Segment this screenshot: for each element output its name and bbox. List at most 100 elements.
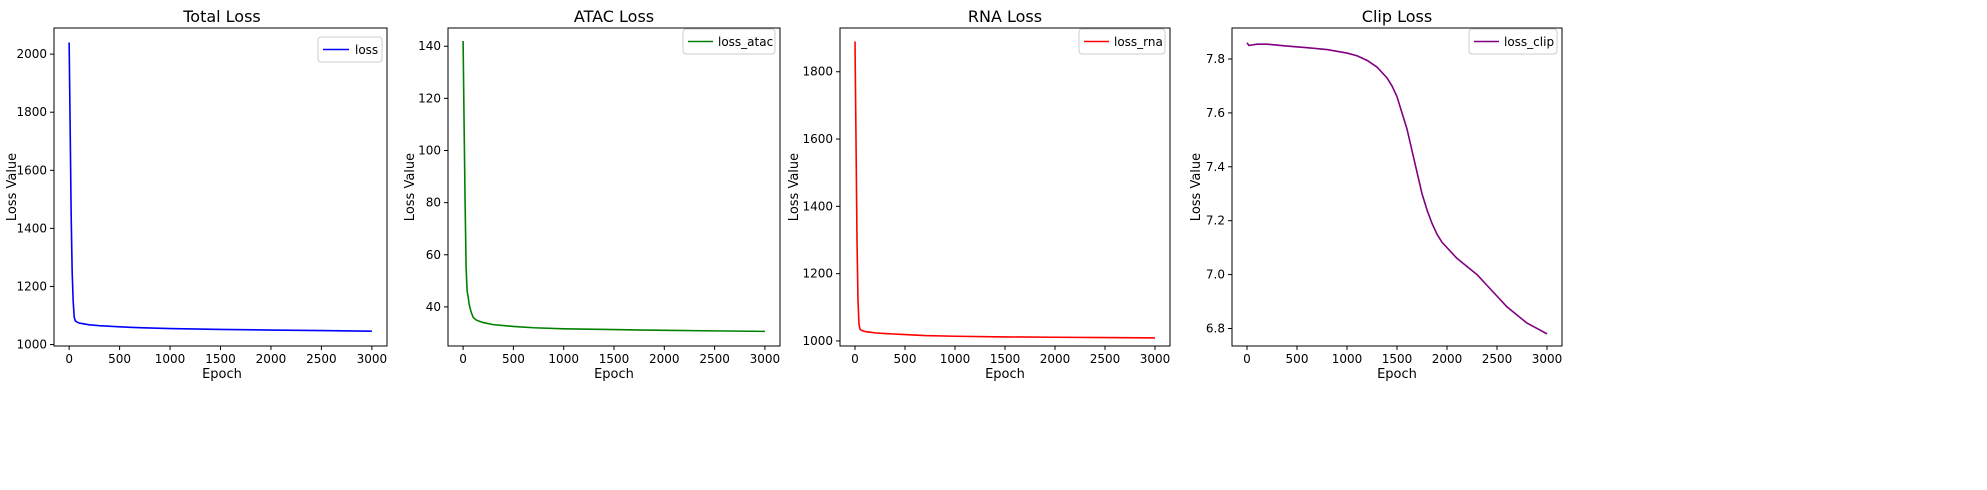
x-tick-label: 2500 [306, 352, 337, 366]
y-ticks: 40 60 80 100 120 140 [418, 39, 448, 314]
panel-total-loss: Total Loss 0 500 1000 1500 2000 2500 3000 1000… [5, 7, 388, 382]
x-tick-label: 3000 [357, 352, 388, 366]
x-tick-label: 2000 [1040, 352, 1071, 366]
series-lines [854, 41, 1156, 339]
y-tick-label: 120 [418, 91, 441, 105]
chart-title: RNA Loss [968, 7, 1042, 26]
x-tick-label: 1500 [1382, 352, 1413, 366]
y-tick-label: 2000 [16, 47, 47, 61]
y-tick-label: 1200 [16, 279, 47, 293]
y-tick-label: 1600 [16, 163, 47, 177]
y-axis-label: Loss Value [403, 153, 418, 221]
y-axis-label: Loss Value [787, 153, 802, 221]
series-lines [1246, 42, 1548, 335]
y-axis-label: Loss Value [5, 153, 20, 221]
y-axis-label: Loss Value [1189, 153, 1204, 221]
x-tick-label: 2000 [1432, 352, 1463, 366]
legend-box [1078, 28, 1166, 55]
y-tick-label: 7.0 [1206, 268, 1225, 282]
x-ticks: 0 500 1000 1500 2000 2500 3000 [459, 346, 780, 366]
series-line-loss [68, 42, 372, 332]
y-tick-label: 1200 [802, 267, 833, 281]
plot-area: 0 500 1000 1500 2000 2500 3000 1000 1200 1400 160… [802, 27, 1171, 366]
x-axis-label: Epoch [985, 367, 1025, 382]
y-tick-label: 1800 [16, 105, 47, 119]
x-tick-label: 1000 [1332, 352, 1363, 366]
y-tick-label: 6.8 [1206, 321, 1225, 335]
axes-frame [447, 27, 781, 347]
legend-box [317, 36, 383, 63]
series-line-loss-rna [854, 41, 1156, 339]
x-tick-label: 1000 [548, 352, 579, 366]
x-tick-label: 2500 [699, 352, 730, 366]
panel-clip-loss: Clip Loss 0 500 1000 1500 2000 2500 3000 6.8 7.… [1189, 7, 1563, 382]
legend: loss [317, 36, 383, 63]
x-tick-label: 3000 [1532, 352, 1563, 366]
legend: loss_rna [1078, 28, 1166, 55]
series-lines [68, 42, 372, 332]
x-ticks: 0 500 1000 1500 2000 2500 3000 [65, 346, 387, 366]
y-tick-label: 1400 [16, 221, 47, 235]
x-tick-label: 500 [108, 352, 131, 366]
axes-frame [839, 27, 1171, 347]
x-tick-label: 3000 [1140, 352, 1171, 366]
y-tick-label: 140 [418, 39, 441, 53]
plot-area: 0 500 1000 1500 2000 2500 3000 6.8 7.0 7.2 7.4 7.6… [1206, 27, 1563, 366]
panel-atac-loss: ATAC Loss 0 500 1000 1500 2000 2500 3000 40 60 8… [403, 7, 781, 382]
x-tick-label: 2000 [256, 352, 287, 366]
y-tick-label: 7.2 [1206, 214, 1225, 228]
x-ticks: 0 500 1000 1500 2000 2500 3000 [1243, 346, 1562, 366]
chart-title: Clip Loss [1362, 7, 1432, 26]
series-line-loss-atac [462, 41, 765, 333]
legend-label: loss_clip [1504, 35, 1554, 49]
x-tick-label: 2000 [649, 352, 680, 366]
x-tick-label: 2500 [1482, 352, 1513, 366]
x-axis-label: Epoch [1377, 367, 1417, 382]
y-ticks: 6.8 7.0 7.2 7.4 7.6 7.8 [1206, 52, 1232, 335]
x-tick-label: 0 [65, 352, 73, 366]
chart-title: Total Loss [182, 7, 261, 26]
chart-title: ATAC Loss [574, 7, 654, 26]
x-tick-label: 1500 [205, 352, 236, 366]
y-tick-label: 1600 [802, 132, 833, 146]
y-tick-label: 7.6 [1206, 106, 1225, 120]
x-tick-label: 500 [502, 352, 525, 366]
legend-label: loss_rna [1114, 35, 1163, 49]
y-ticks: 1000 1200 1400 1600 1800 2000 [16, 47, 54, 352]
x-tick-label: 500 [1286, 352, 1309, 366]
series-lines [462, 41, 765, 333]
x-tick-label: 1000 [155, 352, 186, 366]
axes-frame [1231, 27, 1563, 347]
x-tick-label: 0 [1243, 352, 1251, 366]
y-tick-label: 80 [426, 196, 441, 210]
y-tick-label: 1000 [16, 338, 47, 352]
y-tick-label: 60 [426, 248, 441, 262]
legend-box [682, 28, 776, 55]
x-axis-label: Epoch [594, 367, 634, 382]
legend-label: loss_atac [718, 35, 773, 49]
y-tick-label: 1000 [802, 334, 833, 348]
panel-rna-loss: RNA Loss 0 500 1000 1500 2000 2500 3000 1000 12… [787, 7, 1171, 382]
x-tick-label: 1500 [990, 352, 1021, 366]
x-tick-label: 2500 [1090, 352, 1121, 366]
x-tick-label: 0 [851, 352, 859, 366]
legend: loss_atac [682, 28, 776, 55]
x-tick-label: 500 [894, 352, 917, 366]
x-tick-label: 0 [459, 352, 467, 366]
legend: loss_clip [1468, 28, 1558, 55]
series-line-loss-clip [1246, 42, 1548, 335]
legend-box [1468, 28, 1558, 55]
x-tick-label: 1000 [940, 352, 971, 366]
y-tick-label: 7.4 [1206, 160, 1225, 174]
plot-area: 0 500 1000 1500 2000 2500 3000 40 60 80 100 120 140… [418, 27, 781, 366]
legend-label: loss [355, 43, 378, 57]
y-tick-label: 1800 [802, 65, 833, 79]
axes-frame [53, 27, 388, 347]
x-tick-label: 3000 [750, 352, 781, 366]
y-ticks: 1000 1200 1400 1600 1800 [802, 65, 840, 348]
y-tick-label: 7.8 [1206, 52, 1225, 66]
plot-area: 0 500 1000 1500 2000 2500 3000 1000 1200 1400 160… [16, 27, 388, 366]
x-tick-label: 1500 [599, 352, 630, 366]
x-ticks: 0 500 1000 1500 2000 2500 3000 [851, 346, 1170, 366]
